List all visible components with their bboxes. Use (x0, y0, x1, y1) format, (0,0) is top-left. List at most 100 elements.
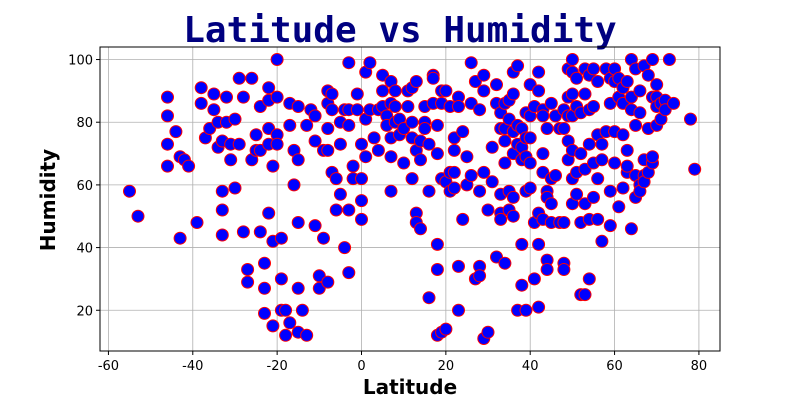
y-tick-label: 80 (76, 116, 93, 131)
scatter-point (333, 187, 347, 201)
scatter-point (633, 106, 647, 120)
scatter-point (262, 206, 276, 220)
scatter-point (376, 84, 390, 98)
scatter-point (295, 303, 309, 317)
scatter-point (270, 53, 284, 66)
scatter-point (582, 272, 596, 286)
y-tick-label: 20 (76, 304, 93, 319)
scatter-point (321, 275, 335, 289)
scatter-point (667, 96, 681, 110)
scatter-point (224, 153, 238, 167)
scatter-point (342, 203, 356, 217)
scatter-point (350, 103, 364, 117)
scatter-point (523, 156, 537, 170)
scatter-point (587, 62, 600, 76)
scatter-point (532, 65, 546, 79)
scatter-point (464, 169, 478, 182)
scatter-point (308, 219, 322, 233)
scatter-point (274, 272, 288, 286)
scatter-point (342, 266, 356, 280)
scatter-point (515, 278, 529, 292)
scatter-point (506, 87, 520, 101)
scatter-point (430, 147, 444, 161)
x-tick-label: 40 (522, 359, 539, 374)
x-axis-label: Latitude (363, 375, 457, 399)
scatter-point (371, 143, 385, 157)
scatter-point (578, 87, 592, 101)
scatter-point (405, 115, 419, 129)
scatter-point (342, 118, 356, 132)
scatter-point (616, 128, 630, 142)
scatter-point (540, 122, 554, 135)
scatter-point (207, 103, 221, 117)
data-points (123, 53, 702, 345)
scatter-point (456, 125, 470, 139)
scatter-point (325, 87, 339, 101)
y-axis-label: Humidity (36, 149, 60, 251)
scatter-point (498, 256, 512, 270)
scatter-point (494, 212, 508, 226)
scatter-point (498, 134, 512, 148)
scatter-point (245, 71, 259, 85)
scatter-point (447, 165, 461, 179)
scatter-point (346, 159, 360, 173)
scatter-point (515, 237, 529, 251)
scatter-point (317, 231, 330, 245)
scatter-point (557, 216, 571, 229)
x-tick-label: -60 (98, 359, 119, 374)
scatter-point (131, 209, 145, 223)
scatter-point (481, 203, 495, 217)
scatter-point (329, 172, 343, 186)
scatter-point (333, 137, 347, 151)
scatter-point (308, 134, 322, 148)
scatter-point (549, 169, 562, 182)
scatter-point (557, 122, 571, 135)
scatter-point (325, 103, 339, 117)
scatter-point (123, 184, 136, 198)
scatter-point (490, 78, 503, 92)
scatter-point (506, 190, 520, 204)
scatter-point (161, 90, 174, 104)
scatter-point (215, 184, 229, 198)
scatter-point (650, 78, 664, 92)
scatter-point (620, 159, 634, 173)
scatter-point (570, 71, 584, 85)
scatter-point (591, 212, 605, 226)
scatter-point (544, 197, 558, 211)
scatter-point (527, 272, 541, 286)
scatter-point (215, 228, 229, 242)
scatter-point (620, 75, 634, 88)
scatter-point (624, 222, 638, 236)
scatter-point (460, 150, 474, 164)
scatter-point (194, 96, 208, 110)
scatter-point (544, 96, 558, 110)
scatter-point (342, 56, 356, 70)
scatter-point (228, 112, 242, 126)
scatter-point (565, 53, 579, 66)
plot-frame (99, 46, 721, 352)
scatter-point (452, 259, 465, 273)
scatter-point (236, 90, 250, 104)
scatter-point (430, 263, 444, 276)
scatter-point (266, 159, 280, 173)
scatter-point (249, 128, 263, 142)
scatter-point (532, 300, 546, 314)
scatter-point (629, 118, 643, 132)
scatter-point (283, 316, 297, 330)
scatter-point (253, 225, 267, 239)
scatter-point (603, 219, 617, 233)
scatter-point (169, 125, 183, 139)
scatter-point (447, 181, 461, 195)
scatter-point (350, 87, 364, 101)
scatter-point (258, 256, 271, 270)
scatter-point (582, 137, 596, 151)
scatter-point (363, 56, 377, 70)
scatter-point (473, 269, 487, 283)
scatter-point (274, 231, 288, 245)
chart-title: Latitude vs Humidity (183, 10, 616, 51)
scatter-point (359, 150, 373, 164)
scatter-point (384, 150, 398, 164)
scatter-point (595, 137, 609, 151)
scatter-point (430, 237, 444, 251)
scatter-point (308, 109, 322, 123)
